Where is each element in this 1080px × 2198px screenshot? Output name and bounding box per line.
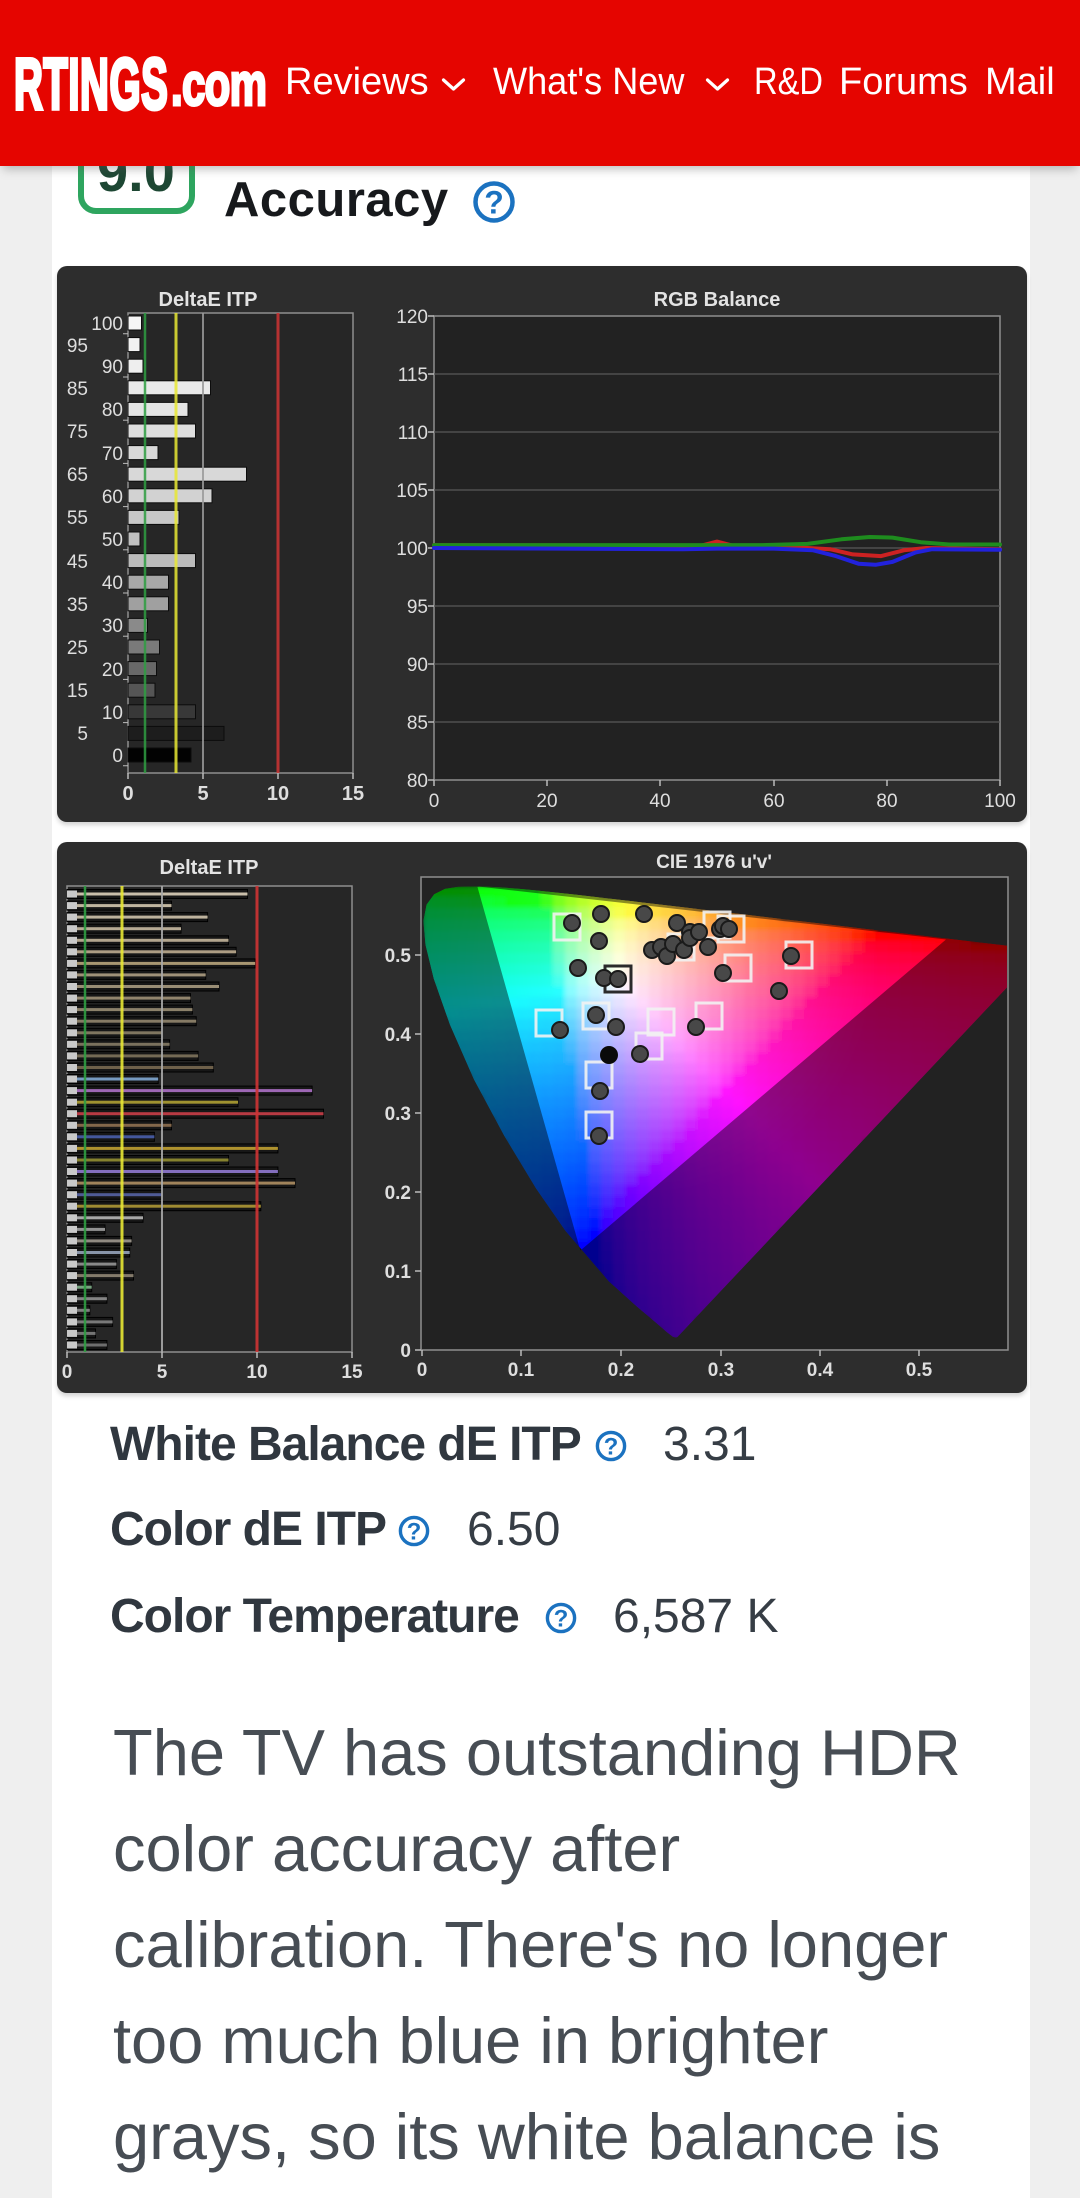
svg-text:0.3: 0.3	[385, 1104, 411, 1125]
svg-text:?: ?	[604, 1434, 619, 1461]
svg-text:40: 40	[649, 791, 670, 812]
svg-text:0.1: 0.1	[385, 1262, 412, 1283]
svg-text:25: 25	[67, 638, 88, 659]
svg-text:15: 15	[341, 1362, 363, 1383]
svg-text:15: 15	[67, 681, 88, 702]
svg-text:65: 65	[67, 465, 88, 486]
svg-text:RGB Balance: RGB Balance	[654, 289, 781, 311]
svg-text:5: 5	[157, 1362, 168, 1383]
svg-text:0.5: 0.5	[385, 946, 412, 967]
svg-text:?: ?	[554, 1606, 569, 1633]
svg-text:5: 5	[197, 783, 208, 805]
svg-text:0.5: 0.5	[906, 1360, 933, 1381]
svg-text:0: 0	[112, 746, 123, 767]
svg-text:0: 0	[62, 1362, 73, 1383]
svg-text:95: 95	[67, 336, 88, 357]
svg-text:90: 90	[102, 357, 123, 378]
svg-text:10: 10	[102, 703, 123, 724]
svg-text:55: 55	[67, 508, 88, 529]
svg-text:20: 20	[102, 660, 123, 681]
svg-text:0: 0	[417, 1360, 428, 1381]
svg-text:40: 40	[102, 573, 123, 594]
svg-text:85: 85	[407, 713, 428, 734]
svg-text:5: 5	[77, 724, 88, 745]
svg-text:35: 35	[67, 595, 88, 616]
svg-text:120: 120	[396, 307, 428, 328]
svg-text:50: 50	[102, 530, 123, 551]
svg-text:0.2: 0.2	[608, 1360, 634, 1381]
svg-text:10: 10	[267, 783, 289, 805]
svg-text:100: 100	[396, 539, 428, 560]
svg-text:0.4: 0.4	[385, 1025, 412, 1046]
svg-text:0.2: 0.2	[385, 1183, 411, 1204]
svg-text:95: 95	[407, 597, 428, 618]
svg-text:60: 60	[763, 791, 784, 812]
svg-text:105: 105	[396, 481, 428, 502]
svg-text:80: 80	[876, 791, 897, 812]
svg-text:0.3: 0.3	[708, 1360, 734, 1381]
svg-text:110: 110	[398, 423, 428, 444]
svg-text:75: 75	[67, 422, 88, 443]
svg-text:70: 70	[102, 444, 123, 465]
svg-text:20: 20	[536, 791, 557, 812]
svg-text:100: 100	[984, 791, 1016, 812]
svg-text:85: 85	[67, 379, 88, 400]
svg-text:0.1: 0.1	[508, 1360, 535, 1381]
svg-text:30: 30	[102, 616, 123, 637]
svg-text:DeltaE ITP: DeltaE ITP	[160, 857, 259, 879]
svg-text:DeltaE ITP: DeltaE ITP	[159, 289, 258, 311]
svg-text:?: ?	[407, 1519, 422, 1546]
svg-text:90: 90	[407, 655, 428, 676]
svg-text:0: 0	[122, 783, 133, 805]
svg-text:0: 0	[400, 1341, 411, 1362]
svg-text:45: 45	[67, 552, 88, 573]
svg-text:CIE 1976 u'v': CIE 1976 u'v'	[656, 852, 772, 873]
svg-text:15: 15	[342, 783, 364, 805]
svg-text:100: 100	[91, 314, 123, 335]
svg-text:60: 60	[102, 487, 123, 508]
svg-text:0.4: 0.4	[807, 1360, 834, 1381]
svg-text:?: ?	[484, 185, 504, 221]
svg-text:10: 10	[246, 1362, 267, 1383]
svg-text:0: 0	[429, 791, 440, 812]
svg-text:115: 115	[398, 365, 428, 386]
svg-text:80: 80	[102, 400, 123, 421]
svg-text:80: 80	[407, 771, 428, 792]
